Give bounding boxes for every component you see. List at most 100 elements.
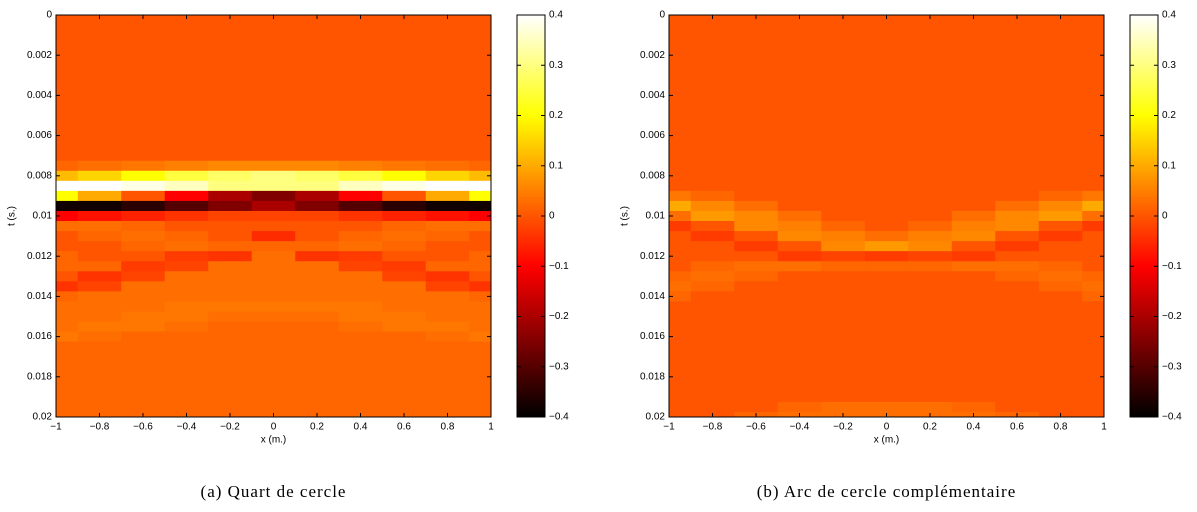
heatmap-cell <box>77 170 122 182</box>
heatmap-cell <box>338 140 383 152</box>
heatmap-cell <box>1038 391 1083 403</box>
heatmap-cell <box>295 251 340 262</box>
caption: (b) Arc de cercle complémentaire <box>757 482 1016 501</box>
heatmap-cell <box>208 50 253 61</box>
heatmap-cell <box>295 221 340 232</box>
heatmap-cell <box>1038 361 1083 373</box>
heatmap-cell <box>669 80 692 91</box>
heatmap-cell <box>469 160 492 172</box>
heatmap-cell <box>1038 160 1083 172</box>
heatmap-cell <box>469 341 492 353</box>
heatmap-cell <box>690 261 735 272</box>
heatmap-cell <box>864 231 909 242</box>
heatmap-cell <box>777 180 822 192</box>
heatmap-cell <box>121 321 166 333</box>
heatmap-cell <box>734 271 779 282</box>
heatmap-cell <box>338 180 383 192</box>
heatmap-cell <box>469 361 492 373</box>
heatmap-cell <box>164 30 209 41</box>
heatmap-cell <box>995 100 1040 111</box>
heatmap-cell <box>338 60 383 71</box>
heatmap-cell <box>164 40 209 51</box>
heatmap-cell <box>908 291 953 302</box>
heatmap-cell <box>295 170 340 182</box>
y-axis-label: t (s.) <box>620 206 631 226</box>
heatmap-cell <box>951 291 996 302</box>
heatmap-cell <box>734 210 779 222</box>
heatmap-cell <box>425 160 470 172</box>
heatmap-cell <box>690 231 735 242</box>
y-tick-label: 0.018 <box>640 371 665 382</box>
heatmap-cell <box>821 221 866 232</box>
colorbar-tick-label: 0.1 <box>549 160 563 171</box>
heatmap-cell <box>995 160 1040 172</box>
heatmap-cell <box>382 381 427 393</box>
heatmap-cell <box>777 50 822 61</box>
heatmap-cell <box>734 391 779 403</box>
heatmap-cell <box>995 180 1040 192</box>
heatmap-cell <box>56 40 79 51</box>
heatmap-cell <box>164 221 209 232</box>
heatmap-cell <box>777 301 822 312</box>
heatmap-cell <box>56 411 79 418</box>
heatmap-cell <box>669 411 692 418</box>
heatmap-cell <box>164 200 209 212</box>
heatmap-cell <box>864 60 909 71</box>
heatmap-cell <box>734 180 779 192</box>
heatmap-cell <box>425 50 470 61</box>
heatmap-cell <box>1082 241 1105 252</box>
heatmap-cell <box>164 210 209 222</box>
heatmap-cell <box>77 331 122 343</box>
heatmap-cell <box>469 60 492 71</box>
heatmap-cell <box>425 221 470 232</box>
heatmap-cell <box>208 401 253 413</box>
x-tick-label: 0 <box>271 422 277 433</box>
heatmap-cell <box>951 210 996 222</box>
heatmap-cell <box>338 311 383 323</box>
heatmap-cell <box>208 241 253 252</box>
heatmap-cell <box>338 351 383 363</box>
heatmap-cell <box>295 120 340 132</box>
heatmap-cell <box>164 381 209 393</box>
colorbar-tick-label: 0.4 <box>1162 10 1176 21</box>
heatmap-cell <box>164 321 209 333</box>
heatmap-cell <box>208 90 253 101</box>
heatmap-cell <box>338 170 383 182</box>
heatmap-cell <box>669 50 692 61</box>
heatmap-cell <box>338 381 383 393</box>
heatmap-cell <box>382 241 427 252</box>
x-tick-label: 0.6 <box>1010 422 1024 433</box>
heatmap-cell <box>777 140 822 152</box>
heatmap-cell <box>821 361 866 373</box>
heatmap-cell <box>669 341 692 353</box>
heatmap-cell <box>295 130 340 142</box>
y-tick-label: 0.008 <box>27 170 52 181</box>
heatmap-cell <box>1038 170 1083 182</box>
heatmap-cell <box>821 70 866 81</box>
heatmap-cell <box>164 170 209 182</box>
heatmap-cell <box>382 291 427 302</box>
heatmap-cell <box>864 241 909 252</box>
heatmap-cell <box>951 261 996 272</box>
heatmap-cell <box>469 231 492 242</box>
heatmap-cell <box>1038 210 1083 222</box>
heatmap-cell <box>908 271 953 282</box>
heatmap-cell <box>908 170 953 182</box>
heatmap-cell <box>1082 20 1105 31</box>
heatmap-cell <box>908 190 953 202</box>
heatmap-cell <box>864 401 909 413</box>
heatmap-cell <box>208 200 253 212</box>
heatmap-cell <box>821 321 866 333</box>
heatmap-cell <box>338 391 383 403</box>
x-axis-label: x (m.) <box>874 435 900 446</box>
heatmap-cell <box>251 301 296 312</box>
heatmap-cell <box>295 241 340 252</box>
heatmap-cell <box>338 120 383 132</box>
heatmap-cell <box>821 170 866 182</box>
heatmap-cell <box>251 401 296 413</box>
y-tick-label: 0.018 <box>27 371 52 382</box>
heatmap-cell <box>951 50 996 61</box>
heatmap-cell <box>382 371 427 383</box>
heatmap-cell <box>951 391 996 403</box>
heatmap-cell <box>734 351 779 363</box>
